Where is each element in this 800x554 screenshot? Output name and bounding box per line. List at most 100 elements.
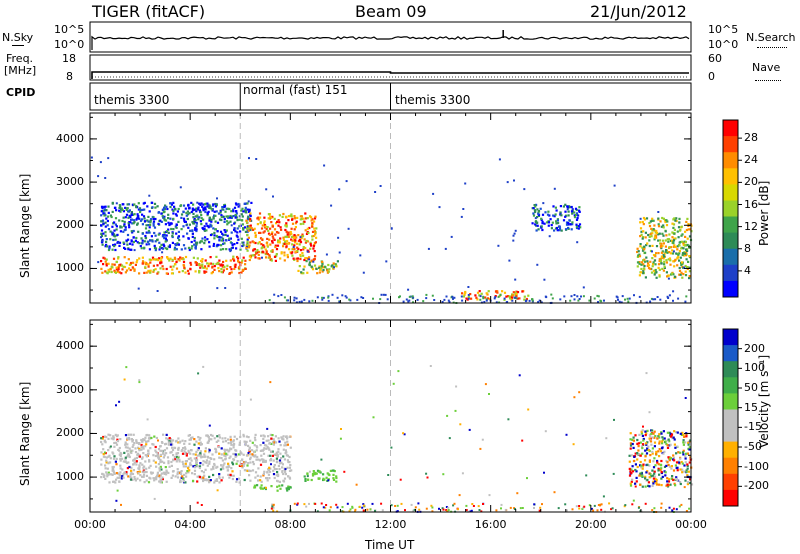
power-cell [137, 215, 140, 218]
power-ground-cell [588, 299, 591, 302]
velocity-cell [645, 443, 648, 446]
velocity-cell [165, 469, 168, 472]
power-cell [221, 208, 224, 211]
velocity-cell [182, 477, 185, 480]
power-cell [232, 258, 235, 261]
nsearch-tick-top: 10^5 [708, 23, 739, 36]
power-cell [134, 263, 137, 266]
velocity-cell [260, 434, 263, 437]
velocity-ground-cell [631, 503, 634, 506]
power-cell [510, 296, 514, 299]
power-cell [669, 259, 672, 262]
velocity-cell [145, 455, 148, 458]
velocity-cell [168, 465, 171, 468]
velocity-cell [652, 480, 655, 483]
power-cell [143, 240, 146, 243]
power-colorbar-tick-label: 4 [744, 263, 751, 277]
power-cell [246, 240, 249, 243]
power-cell [659, 245, 662, 249]
power-cell [682, 273, 685, 276]
velocity-ground-cell [453, 502, 456, 505]
velocity-ground-cell [380, 502, 383, 505]
velocity-cell [198, 465, 202, 468]
power-cell [115, 260, 118, 263]
velocity-cell [685, 452, 688, 455]
velocity-cell [651, 429, 654, 432]
power-cell [294, 226, 297, 229]
power-ground-cell [551, 297, 554, 300]
power-cell [165, 272, 168, 275]
velocity-cell [145, 467, 148, 470]
power-cell [159, 267, 162, 270]
power-cell [194, 215, 197, 218]
velocity-cell [674, 446, 677, 449]
velocity-cell [159, 453, 162, 456]
nsearch-tick-bottom: 10^0 [708, 38, 739, 51]
power-cell [198, 216, 201, 219]
power-cell [243, 226, 247, 229]
velocity-cell [257, 467, 260, 470]
velocity-cell [127, 436, 131, 440]
velocity-cell [152, 459, 155, 462]
velocity-cell [126, 446, 129, 449]
velocity-scatter-cell [372, 416, 375, 419]
velocity-cell [262, 452, 266, 455]
velocity-cell [176, 476, 180, 479]
power-cell [170, 227, 173, 231]
velocity-cell [673, 430, 676, 433]
velocity-cell [686, 481, 690, 484]
power-cell [187, 246, 191, 249]
velocity-cell [209, 479, 212, 482]
velocity-ground-cell [447, 506, 450, 509]
velocity-scatter-cell [458, 494, 461, 497]
power-cell [141, 260, 145, 263]
power-scatter-cell [498, 158, 501, 161]
power-cell [680, 225, 683, 228]
power-cell [110, 215, 113, 219]
power-cell [557, 221, 560, 225]
velocity-scatter-cell [488, 393, 490, 395]
velocity-cell [276, 471, 279, 474]
power-cell [118, 241, 122, 244]
power-cell [220, 244, 223, 247]
power-cell [164, 204, 167, 207]
power-cell [129, 263, 132, 266]
power-scatter-cell [345, 180, 348, 183]
power-cell [105, 245, 109, 248]
velocity-scatter-cell [642, 425, 644, 428]
power-cell [641, 220, 644, 224]
power-cell [225, 259, 228, 262]
velocity-ground-cell [404, 509, 406, 512]
power-cell [321, 270, 324, 273]
velocity-cell [629, 484, 633, 487]
power-cell [541, 222, 544, 225]
power-ground-cell [531, 299, 534, 302]
power-cell [671, 231, 674, 234]
velocity-scatter-cell [125, 366, 128, 369]
velocity-ground-cell [447, 509, 450, 511]
velocity-cell [650, 443, 653, 446]
power-cell [168, 223, 171, 227]
power-cell [229, 214, 232, 218]
velocity-cell [679, 451, 682, 454]
velocity-cell [116, 476, 119, 479]
velocity-cell [202, 479, 205, 483]
power-cell [108, 245, 111, 248]
power-cell [645, 256, 648, 259]
velocity-cell [644, 477, 647, 480]
power-cell [152, 220, 156, 223]
power-cell [181, 270, 184, 273]
velocity-cell [648, 459, 651, 462]
power-cell [248, 210, 251, 213]
power-cell [228, 238, 231, 241]
power-cell [556, 229, 559, 232]
power-cell [190, 201, 193, 204]
velocity-cell [262, 474, 265, 477]
power-scatter-cell [247, 200, 250, 203]
velocity-cell [249, 458, 252, 461]
velocity-cell [171, 446, 174, 449]
power-cell [221, 264, 225, 267]
velocity-cell [211, 434, 214, 437]
velocity-cell [225, 452, 228, 455]
velocity-cell [165, 473, 168, 476]
